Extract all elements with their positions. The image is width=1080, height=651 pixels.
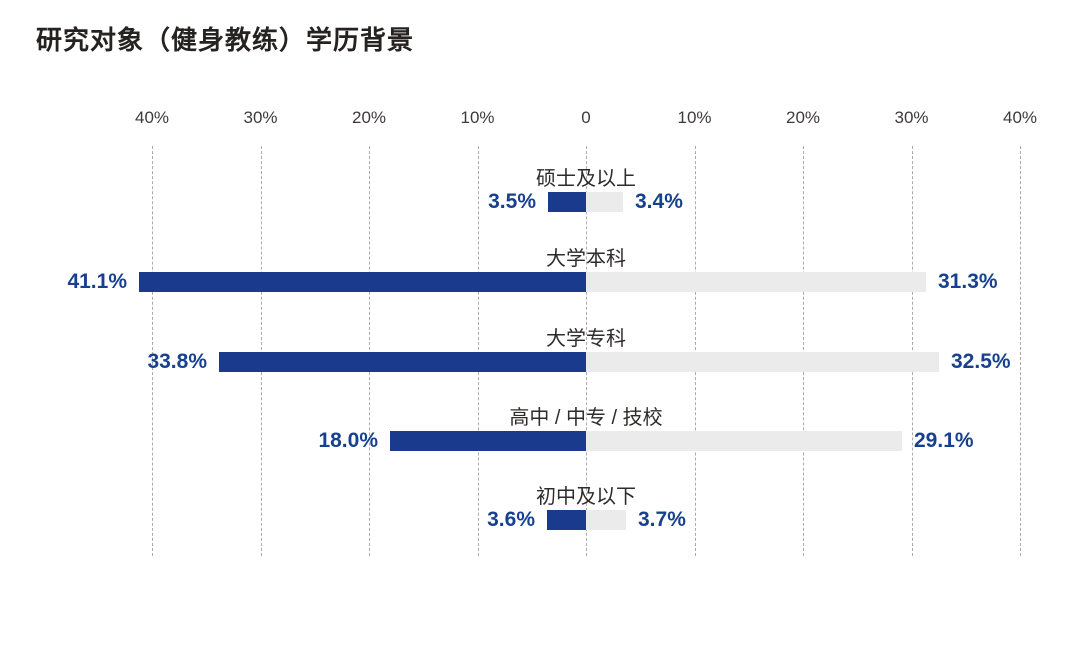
value-label-2020: 32.5% <box>951 350 1011 373</box>
bar-2020 <box>586 272 926 292</box>
axis-tick-label: 0 <box>581 108 591 127</box>
axis-tick-label: 40% <box>1002 108 1038 127</box>
bar-2021 <box>547 510 586 530</box>
category-label: 初中及以下 <box>536 486 636 508</box>
axis-gridline <box>694 146 696 556</box>
value-label-2021: 3.6% <box>487 508 535 531</box>
value-label-2021: 3.5% <box>488 190 536 213</box>
bar-2020 <box>586 192 623 212</box>
axis-tick-label: 20% <box>785 108 821 127</box>
category-label: 大学专科 <box>546 328 626 350</box>
bar-2021 <box>139 272 586 292</box>
bar-2020 <box>586 510 626 530</box>
category-label: 高中 / 中专 / 技校 <box>509 407 663 429</box>
category-label: 硕士及以上 <box>536 168 636 190</box>
value-label-2021: 41.1% <box>67 270 127 293</box>
axis-gridline <box>911 146 913 556</box>
bar-2021 <box>390 431 586 451</box>
page-title: 研究对象（健身教练）学历背景 <box>36 25 415 55</box>
value-label-2020: 3.4% <box>635 190 683 213</box>
bar-2020 <box>586 431 902 451</box>
chart-area: 40% 30% 20% 10% 0 10% 20% 30% 40% 硕士及以上 3.5% 3.4% 大学… <box>67 108 1038 556</box>
legend: 2021 2020 <box>0 580 1080 651</box>
axis-gridline <box>803 146 804 556</box>
axis-gridline <box>477 146 479 556</box>
axis-tick-label: 40% <box>134 108 170 127</box>
value-label-2020: 29.1% <box>914 429 974 452</box>
axis-tick-label: 10% <box>677 108 712 127</box>
axis-gridline <box>1020 146 1021 556</box>
bar-2021 <box>548 192 586 212</box>
bar-2020 <box>586 352 939 372</box>
axis-tick-label: 10% <box>460 108 495 127</box>
axis-tick-label: 30% <box>894 108 929 127</box>
axis-gridline <box>152 146 153 556</box>
axis-gridline <box>586 146 587 556</box>
value-label-2021: 18.0% <box>318 429 378 452</box>
axis-gridline <box>260 146 262 556</box>
category-label: 大学本科 <box>546 248 626 270</box>
axis-tick-label: 20% <box>351 108 387 127</box>
value-label-2021: 33.8% <box>147 350 207 373</box>
bar-2021 <box>219 352 586 372</box>
value-label-2020: 3.7% <box>638 508 686 531</box>
axis-tick-label: 30% <box>243 108 278 127</box>
value-label-2020: 31.3% <box>938 270 998 293</box>
axis-gridline <box>369 146 370 556</box>
